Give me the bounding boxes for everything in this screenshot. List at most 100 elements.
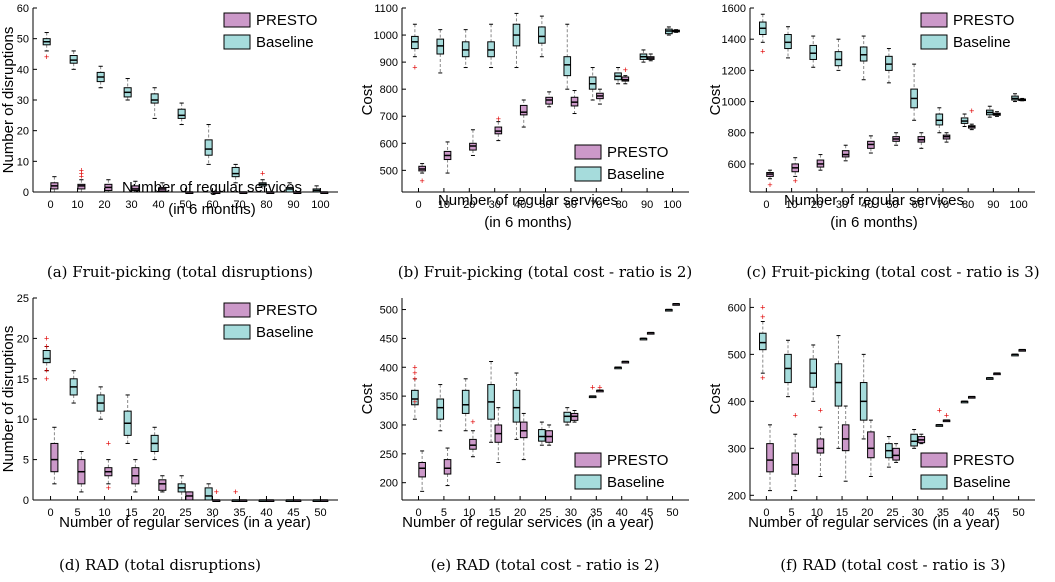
y-axis-label: Cost: [359, 84, 376, 116]
outlier-marker: +: [496, 114, 501, 124]
outlier-marker: +: [44, 333, 49, 343]
box-baseline-25: [885, 436, 893, 468]
x-tick-label: 25: [179, 507, 191, 519]
box-body: [131, 185, 140, 191]
box-baseline-60: [910, 63, 918, 121]
y-axis-label: Number of disruptions: [0, 27, 17, 174]
outlier-marker: +: [79, 172, 84, 182]
x-axis-label: (in 6 months): [484, 214, 572, 231]
legend-label-baseline: Baseline: [953, 474, 1011, 491]
box-presto-30: [917, 433, 926, 445]
box-baseline-5: [436, 384, 445, 432]
box-baseline-30: [123, 78, 132, 101]
box-body: [538, 26, 546, 44]
y-tick-label: 600: [728, 159, 746, 171]
x-tick-label: 40: [616, 507, 628, 519]
box-presto-40: [967, 395, 976, 399]
box-presto-60: [212, 191, 221, 194]
box-baseline-30: [834, 38, 843, 71]
x-tick-label: 40: [861, 199, 873, 211]
legend: PRESTO Baseline: [223, 302, 317, 341]
box-presto-10: ++: [104, 438, 113, 493]
y-tick-label: 300: [380, 420, 398, 432]
box-presto-30: [570, 410, 579, 423]
y-tick-label: 400: [728, 396, 746, 408]
y-tick-label: 1400: [722, 34, 746, 46]
box-body: [809, 44, 818, 60]
y-tick-label: 40: [17, 64, 29, 76]
box-presto-35: +: [942, 410, 951, 423]
box-presto-80: +: [621, 65, 630, 85]
box-body: [538, 429, 546, 442]
legend: PRESTO Baseline: [574, 452, 668, 491]
box-baseline-90: [285, 182, 294, 193]
box-presto-5: [443, 447, 452, 487]
outlier-marker: +: [233, 487, 238, 497]
outlier-marker: +: [760, 312, 765, 322]
box-body: [436, 398, 445, 420]
legend-label-presto: PRESTO: [256, 12, 317, 29]
legend: PRESTO Baseline: [574, 144, 668, 183]
box-baseline-40: [960, 400, 969, 404]
box-body: [411, 389, 419, 406]
y-axis-label: Cost: [359, 383, 376, 415]
box-baseline-45: [639, 337, 648, 341]
x-tick-label: 15: [836, 507, 848, 519]
box-body: [150, 93, 159, 104]
box-presto-50: [1018, 348, 1026, 352]
y-tick-label: 25: [17, 293, 29, 305]
box-baseline-60: [563, 23, 572, 90]
x-tick-label: 25: [886, 507, 898, 519]
y-tick-label: 10: [17, 156, 29, 168]
box-baseline-10: [461, 378, 470, 432]
y-tick-label: 700: [380, 111, 398, 123]
box-body: [892, 447, 900, 461]
box-presto-25: [892, 443, 900, 463]
x-tick-label: 30: [565, 507, 577, 519]
box-presto-70: [942, 132, 951, 143]
chart-panel-0: 0 10 20 30 40 50 60 0 10 20 30 40 50 60 70 80 90 100 Numbe…: [0, 3, 338, 281]
x-tick-label: 20: [152, 507, 164, 519]
y-axis-label: Number of disruptions: [0, 326, 17, 473]
box-body: [443, 459, 452, 475]
y-tick-label: 400: [380, 362, 398, 374]
box-presto-90: [993, 111, 1001, 117]
y-tick-label: 900: [380, 57, 398, 69]
outlier-marker: +: [623, 65, 628, 75]
x-tick-label: 30: [836, 199, 848, 211]
outlier-marker: +: [944, 410, 949, 420]
x-tick-label: 60: [565, 199, 577, 211]
x-tick-label: 70: [233, 199, 245, 211]
box-presto-20: [469, 129, 477, 156]
outlier-marker: +: [412, 397, 417, 407]
box-presto-100: [1018, 97, 1026, 102]
y-tick-label: 50: [17, 34, 29, 46]
x-tick-label: 40: [152, 199, 164, 211]
x-tick-label: 40: [514, 199, 526, 211]
x-tick-label: 10: [98, 507, 110, 519]
box-presto-90: [646, 53, 655, 62]
x-tick-label: 80: [962, 199, 974, 211]
box-presto-40: [621, 360, 630, 364]
box-baseline-5: [69, 370, 78, 404]
box-baseline-40: [512, 12, 521, 69]
box-body: [204, 487, 213, 501]
box-presto-35: [239, 499, 248, 502]
box-presto-20: [867, 419, 875, 478]
outlier-marker: +: [470, 417, 475, 427]
box-body: [563, 56, 572, 77]
box-body: [519, 104, 528, 116]
outlier-marker: +: [793, 176, 798, 186]
box-baseline-100: [312, 185, 321, 193]
box-body: [285, 186, 294, 193]
box-presto-30: [131, 180, 140, 193]
outlier-marker: +: [412, 368, 417, 378]
outlier-marker: +: [818, 406, 823, 416]
legend-label-presto: PRESTO: [953, 12, 1014, 29]
box-presto-20: [104, 179, 113, 193]
x-tick-label: 10: [438, 199, 450, 211]
box-presto-90: [293, 191, 302, 194]
x-tick-label: 30: [206, 507, 218, 519]
x-tick-label: 20: [98, 199, 110, 211]
outlier-marker: +: [79, 169, 84, 179]
